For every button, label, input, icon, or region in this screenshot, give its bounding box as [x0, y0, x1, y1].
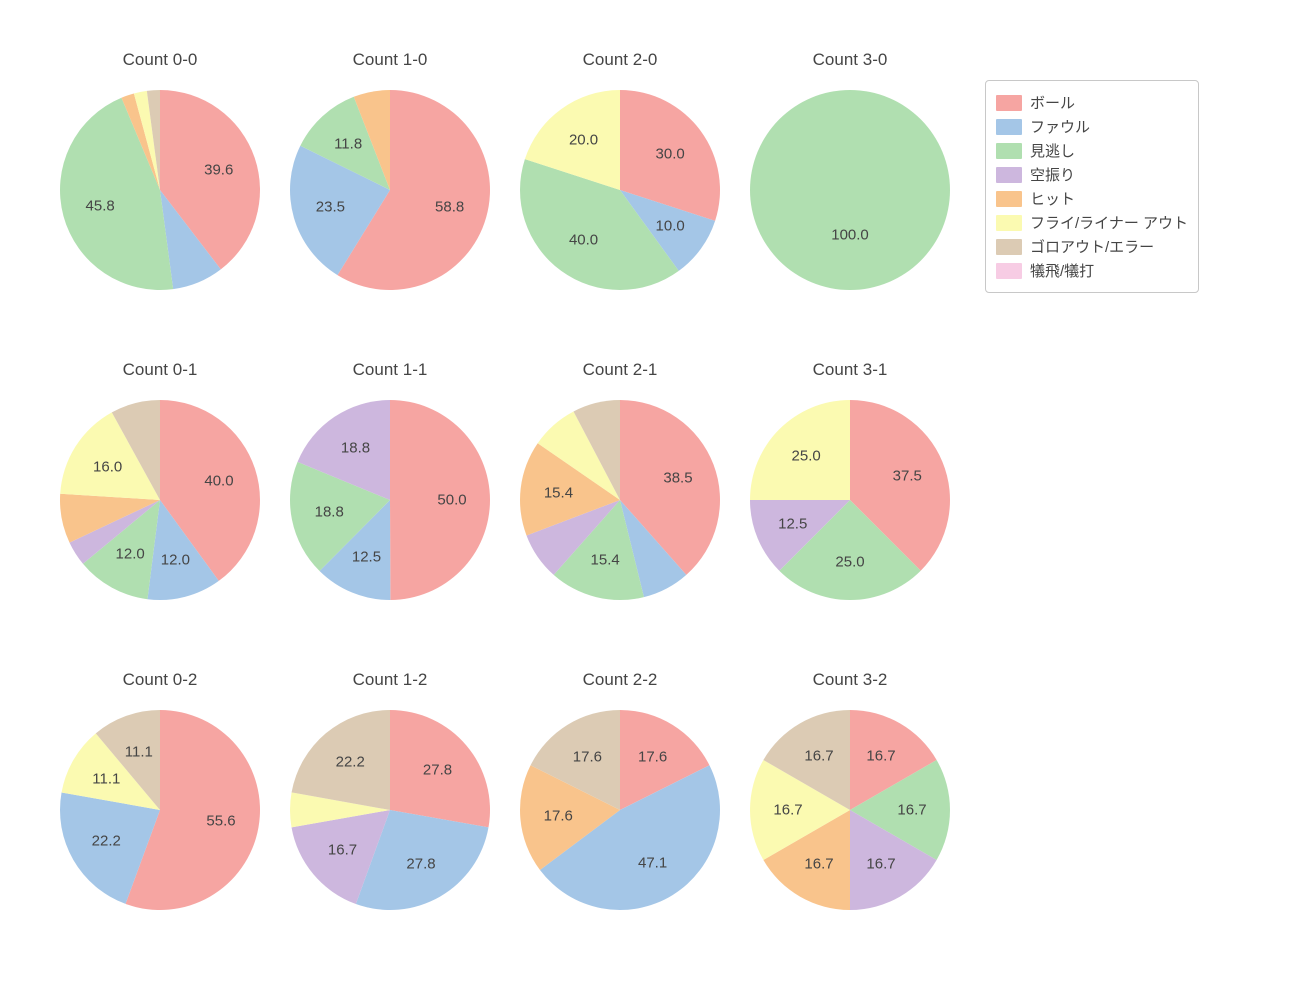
- legend-label: 犠飛/犠打: [1030, 260, 1094, 281]
- pie-slice-label: 40.0: [204, 472, 233, 489]
- pie-chart: [514, 84, 726, 296]
- legend-item: ボール: [996, 92, 1188, 113]
- chart-title: Count 3-2: [750, 670, 950, 690]
- chart-title: Count 1-2: [290, 670, 490, 690]
- chart-title: Count 0-1: [60, 360, 260, 380]
- legend-swatch: [996, 167, 1022, 183]
- pie-slice-label: 25.0: [835, 554, 864, 571]
- chart-title: Count 2-2: [520, 670, 720, 690]
- pie-slice-label: 27.8: [423, 762, 452, 779]
- legend-swatch: [996, 191, 1022, 207]
- pie-slice-label: 20.0: [569, 131, 598, 148]
- pie-chart: [744, 84, 956, 296]
- pie-slice-label: 17.6: [544, 807, 573, 824]
- pie-slice-label: 12.5: [352, 549, 381, 566]
- pie-chart: [284, 704, 496, 916]
- pie-slice-label: 100.0: [831, 227, 869, 244]
- legend-label: ボール: [1030, 92, 1075, 113]
- pie-slice-label: 39.6: [204, 162, 233, 179]
- pie-slice-label: 38.5: [663, 470, 692, 487]
- chart-title: Count 1-0: [290, 50, 490, 70]
- pie-chart: [744, 394, 956, 606]
- pie-chart: [54, 704, 266, 916]
- pie-slice-label: 16.7: [328, 841, 357, 858]
- pie-slice-label: 17.6: [573, 749, 602, 766]
- pie-slice-label: 11.8: [334, 136, 362, 153]
- pie-slice-label: 58.8: [435, 198, 464, 215]
- pie-slice-label: 16.7: [866, 748, 895, 765]
- pie-slice-label: 40.0: [569, 232, 598, 249]
- legend-item: フライ/ライナー アウト: [996, 212, 1188, 233]
- pie-slice-label: 55.6: [206, 812, 235, 829]
- chart-stage: 39.6 45.8 Count 0-0 58.8 23.5 11.8 Count 1-0 30…: [0, 0, 1300, 1000]
- legend-item: ヒット: [996, 188, 1188, 209]
- pie-slice-label: 22.2: [336, 754, 365, 771]
- chart-title: Count 2-0: [520, 50, 720, 70]
- chart-title: Count 1-1: [290, 360, 490, 380]
- pie-slice-label: 47.1: [638, 854, 667, 871]
- pie-slice-label: 37.5: [893, 468, 922, 485]
- chart-title: Count 3-0: [750, 50, 950, 70]
- pie-slice-label: 15.4: [544, 484, 573, 501]
- pie-chart: [54, 394, 266, 606]
- pie-slice-label: 45.8: [86, 198, 115, 215]
- pie-slice-label: 25.0: [792, 448, 821, 465]
- legend-item: 空振り: [996, 164, 1188, 185]
- pie-slice: [750, 90, 950, 290]
- pie-slice-label: 18.8: [341, 440, 370, 457]
- legend-label: 空振り: [1030, 164, 1075, 185]
- pie-chart: [284, 84, 496, 296]
- legend-label: ファウル: [1030, 116, 1090, 137]
- legend-label: ヒット: [1030, 188, 1075, 209]
- legend-item: ファウル: [996, 116, 1188, 137]
- legend-swatch: [996, 119, 1022, 135]
- legend-swatch: [996, 95, 1022, 111]
- pie-slice-label: 15.4: [591, 552, 620, 569]
- pie-slice-label: 12.0: [161, 552, 190, 569]
- pie-slice-label: 16.7: [804, 855, 833, 872]
- pie-slice-label: 18.8: [315, 504, 344, 521]
- pie-slice-label: 11.1: [92, 770, 120, 787]
- legend-swatch: [996, 215, 1022, 231]
- pie-slice-label: 23.5: [316, 199, 345, 216]
- chart-title: Count 0-2: [60, 670, 260, 690]
- pie-chart: [54, 84, 266, 296]
- pie-slice-label: 16.7: [897, 802, 926, 819]
- legend: ボールファウル見逃し空振りヒットフライ/ライナー アウトゴロアウト/エラー犠飛/…: [985, 80, 1199, 293]
- pie-slice-label: 16.7: [804, 748, 833, 765]
- chart-title: Count 3-1: [750, 360, 950, 380]
- pie-slice-label: 30.0: [656, 145, 685, 162]
- pie-slice-label: 22.2: [92, 832, 121, 849]
- pie-slice-label: 27.8: [406, 855, 435, 872]
- pie-slice-label: 50.0: [437, 491, 466, 508]
- legend-item: ゴロアウト/エラー: [996, 236, 1188, 257]
- pie-slice-label: 16.0: [93, 458, 122, 475]
- pie-slice-label: 12.0: [116, 546, 145, 563]
- pie-slice-label: 17.6: [638, 749, 667, 766]
- pie-slice-label: 12.5: [778, 515, 807, 532]
- legend-item: 見逃し: [996, 140, 1188, 161]
- pie-slice-label: 11.1: [125, 743, 153, 760]
- legend-item: 犠飛/犠打: [996, 260, 1188, 281]
- pie-slice-label: 16.7: [773, 802, 802, 819]
- legend-label: ゴロアウト/エラー: [1030, 236, 1154, 257]
- legend-label: 見逃し: [1030, 140, 1075, 161]
- legend-label: フライ/ライナー アウト: [1030, 212, 1188, 233]
- pie-slice-label: 10.0: [656, 218, 685, 235]
- legend-swatch: [996, 143, 1022, 159]
- chart-title: Count 2-1: [520, 360, 720, 380]
- pie-slice-label: 16.7: [866, 855, 895, 872]
- legend-swatch: [996, 263, 1022, 279]
- chart-title: Count 0-0: [60, 50, 260, 70]
- legend-swatch: [996, 239, 1022, 255]
